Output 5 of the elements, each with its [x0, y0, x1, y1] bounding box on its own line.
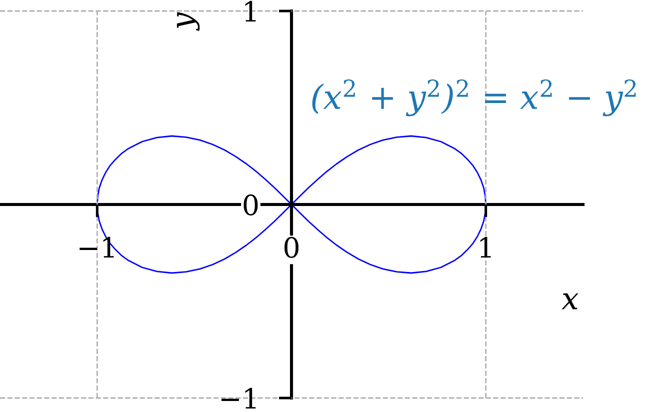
y-tick-label: 1 [245, 0, 256, 22]
y-axis-title: y [176, 12, 200, 31]
text: (x$^{2}$ + y$^{2}$)$^{2}$ = x$^{2}$ − y$^{2}$ [312, 79, 636, 116]
y-tick-label: −1 [222, 388, 256, 409]
x-axis-title: x [562, 293, 578, 310]
